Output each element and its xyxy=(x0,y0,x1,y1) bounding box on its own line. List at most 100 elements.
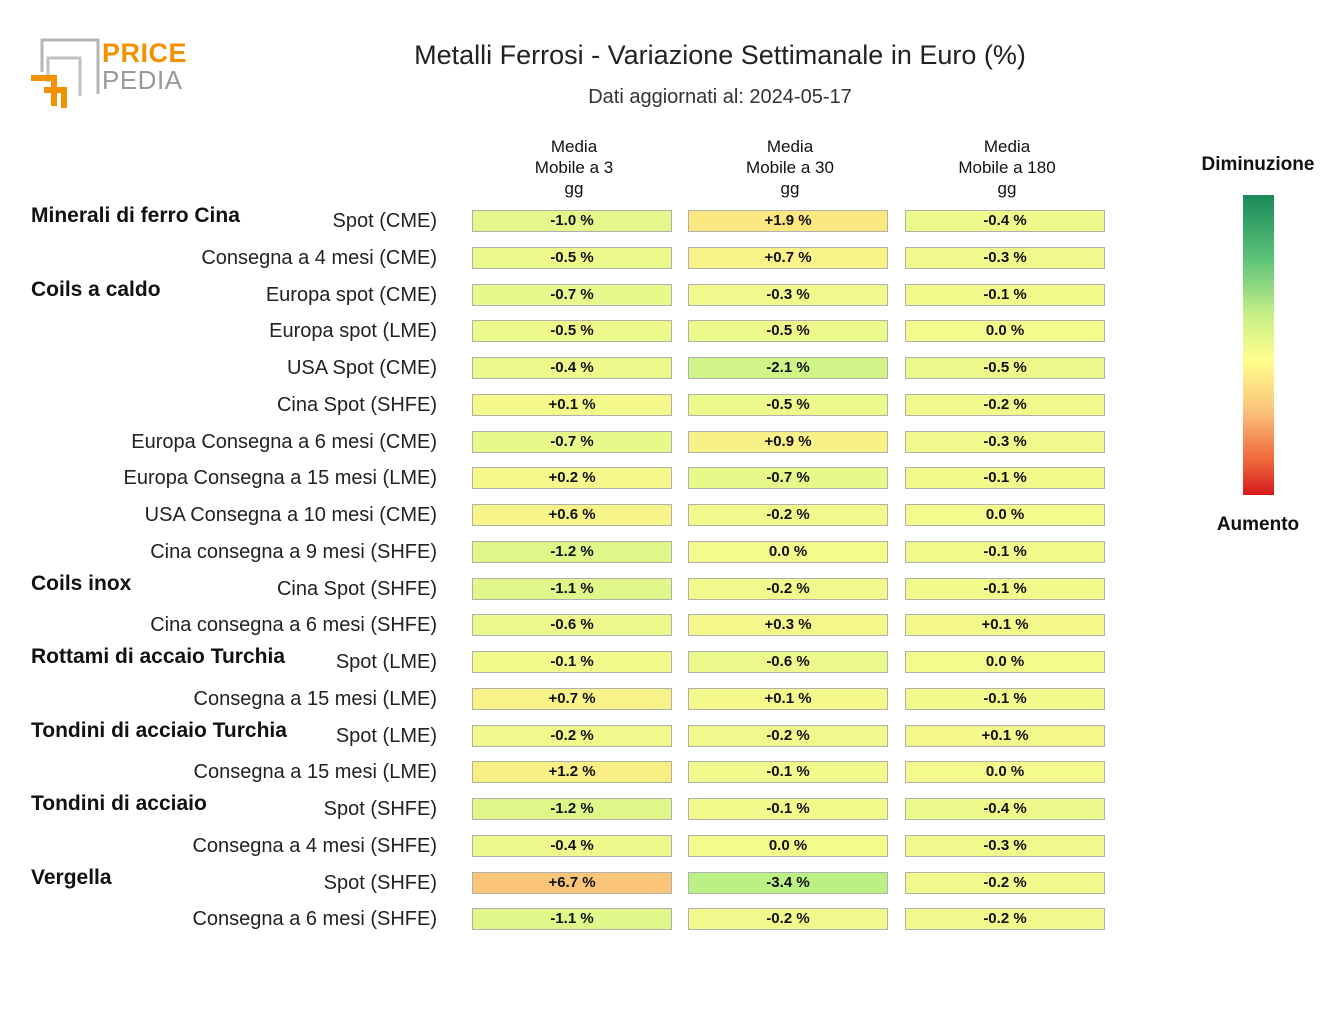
heatmap-cell: -0.1 % xyxy=(905,467,1105,490)
heatmap-cell: +0.1 % xyxy=(688,687,888,710)
heatmap-cell: -0.2 % xyxy=(905,393,1105,416)
heatmap-cell: +1.2 % xyxy=(472,761,672,784)
heatmap-cell: -0.3 % xyxy=(905,430,1105,453)
heatmap-cell: 0.0 % xyxy=(905,761,1105,784)
heatmap-cell: +0.6 % xyxy=(472,504,672,526)
column-header-line: gg xyxy=(997,179,1017,198)
heatmap-cell: -3.4 % xyxy=(688,871,888,894)
heatmap-cell: -0.1 % xyxy=(472,651,672,673)
heatmap-cell: -0.5 % xyxy=(688,320,888,343)
row-label: Cina Spot (SHFE) xyxy=(276,577,437,600)
row-label: USA Consegna a 10 mesi (CME) xyxy=(144,504,437,526)
heatmap-cell: -0.4 % xyxy=(905,210,1105,232)
row-label: Consegna a 15 mesi (LME) xyxy=(193,761,437,784)
row-label: Spot (SHFE) xyxy=(323,798,437,820)
row-label: Europa Consegna a 15 mesi (LME) xyxy=(123,467,438,490)
heatmap-cell: -0.6 % xyxy=(688,651,888,673)
heatmap-cell: +0.1 % xyxy=(905,724,1105,747)
row-label: Consegna a 6 mesi (SHFE) xyxy=(192,908,437,931)
column-header: Media Mobile a 30 gg xyxy=(689,136,891,199)
heatmap-cell: -0.5 % xyxy=(472,246,672,269)
column-header-line: Media xyxy=(983,137,1031,156)
column-header-line: Media xyxy=(550,137,598,156)
logo-text-price: PRICE xyxy=(102,38,188,68)
heatmap-cell: -0.5 % xyxy=(472,320,672,343)
group-label: Minerali di ferro Cina xyxy=(31,204,240,227)
heatmap-cell: 0.0 % xyxy=(905,504,1105,526)
heatmap-cell: 0.0 % xyxy=(905,320,1105,343)
heatmap-cell: +0.2 % xyxy=(472,467,672,490)
heatmap-cell: -0.2 % xyxy=(905,908,1105,931)
column-header: Media Mobile a 180 gg xyxy=(906,136,1108,199)
row-label: Cina Spot (SHFE) xyxy=(276,393,437,416)
legend-color-scale xyxy=(1243,195,1274,495)
heatmap-cell: -0.3 % xyxy=(688,283,888,306)
heatmap-cell: -1.0 % xyxy=(472,210,672,232)
heatmap-cell: -0.1 % xyxy=(905,540,1105,563)
group-label: Tondini di acciaio Turchia xyxy=(31,718,287,742)
heatmap-cell: +0.9 % xyxy=(688,430,888,453)
heatmap-cell: +1.9 % xyxy=(688,210,888,232)
heatmap-cell: 0.0 % xyxy=(905,651,1105,673)
heatmap-cell: -0.5 % xyxy=(688,393,888,416)
group-label: Tondini di acciaio xyxy=(31,792,207,815)
row-label: Europa spot (LME) xyxy=(269,320,437,343)
row-label: Consegna a 15 mesi (LME) xyxy=(193,687,437,710)
heatmap-cell: -0.1 % xyxy=(905,577,1105,600)
heatmap-cell: -0.1 % xyxy=(905,283,1105,306)
heatmap-cell: -0.1 % xyxy=(688,798,888,820)
chart-subtitle: Dati aggiornati al: 2024-05-17 xyxy=(588,86,852,108)
heatmap-cell: -0.2 % xyxy=(905,871,1105,894)
heatmap-cell: -0.7 % xyxy=(688,467,888,490)
heatmap-cell: +0.1 % xyxy=(905,614,1105,637)
heatmap-cell: -0.1 % xyxy=(905,687,1105,710)
heatmap-cell: -0.4 % xyxy=(472,834,672,857)
heatmap-cell: -0.4 % xyxy=(472,357,672,379)
chart-title: Metalli Ferrosi - Variazione Settimanale… xyxy=(414,40,1026,70)
row-label: Cina consegna a 9 mesi (SHFE) xyxy=(150,540,437,563)
heatmap-cell: 0.0 % xyxy=(688,834,888,857)
column-header-line: gg xyxy=(780,179,800,198)
heatmap-cell: +6.7 % xyxy=(472,871,672,894)
heatmap-cell: -0.2 % xyxy=(688,908,888,931)
legend-label-top: Diminuzione xyxy=(1201,154,1315,175)
heatmap-cell: -0.2 % xyxy=(688,504,888,526)
heatmap-cell: -0.7 % xyxy=(472,283,672,306)
group-label: Coils inox xyxy=(31,571,132,595)
heatmap-cell: -0.3 % xyxy=(905,834,1105,857)
group-label: Vergella xyxy=(31,865,112,889)
heatmap-cell: -0.1 % xyxy=(688,761,888,784)
group-label: Coils a caldo xyxy=(31,277,161,301)
heatmap-cell: -0.5 % xyxy=(905,357,1105,379)
heatmap-cell: -0.3 % xyxy=(905,246,1105,269)
legend-label-bottom: Aumento xyxy=(1216,514,1300,535)
heatmap-cell: +0.1 % xyxy=(472,393,672,416)
column-header-line: Media xyxy=(766,137,814,156)
group-label: Rottami di accaio Turchia xyxy=(31,645,285,668)
heatmap-cell: 0.0 % xyxy=(688,540,888,563)
row-label: Europa spot (CME) xyxy=(265,283,437,306)
heatmap-cell: +0.7 % xyxy=(688,246,888,269)
heatmap-cell: -0.2 % xyxy=(688,724,888,747)
heatmap-cell: -0.2 % xyxy=(472,724,672,747)
pricepedia-logo xyxy=(28,36,198,112)
heatmap-cell: -1.1 % xyxy=(472,908,672,931)
row-label: Spot (LME) xyxy=(335,651,437,673)
row-label: Cina consegna a 6 mesi (SHFE) xyxy=(150,614,437,637)
column-header: Media Mobile a 3 gg xyxy=(473,136,675,199)
heatmap-cell: -1.2 % xyxy=(472,540,672,563)
logo-text-pedia: PEDIA xyxy=(102,65,183,95)
row-label: Spot (LME) xyxy=(335,724,437,747)
column-header-line: Mobile a 180 xyxy=(958,158,1056,177)
row-label: Consegna a 4 mesi (SHFE) xyxy=(192,834,437,857)
heatmap-cell: -0.4 % xyxy=(905,798,1105,820)
logo-mark-icon xyxy=(31,38,100,108)
column-header-line: Mobile a 3 xyxy=(534,158,614,177)
column-header-line: gg xyxy=(564,179,584,198)
heatmap-cell: +0.7 % xyxy=(472,687,672,710)
heatmap-cell: -1.1 % xyxy=(472,577,672,600)
heatmap-cell: -0.6 % xyxy=(472,614,672,637)
row-label: Consegna a 4 mesi (CME) xyxy=(201,246,437,269)
row-label: Spot (CME) xyxy=(332,210,437,232)
heatmap-cell: +0.3 % xyxy=(688,614,888,637)
